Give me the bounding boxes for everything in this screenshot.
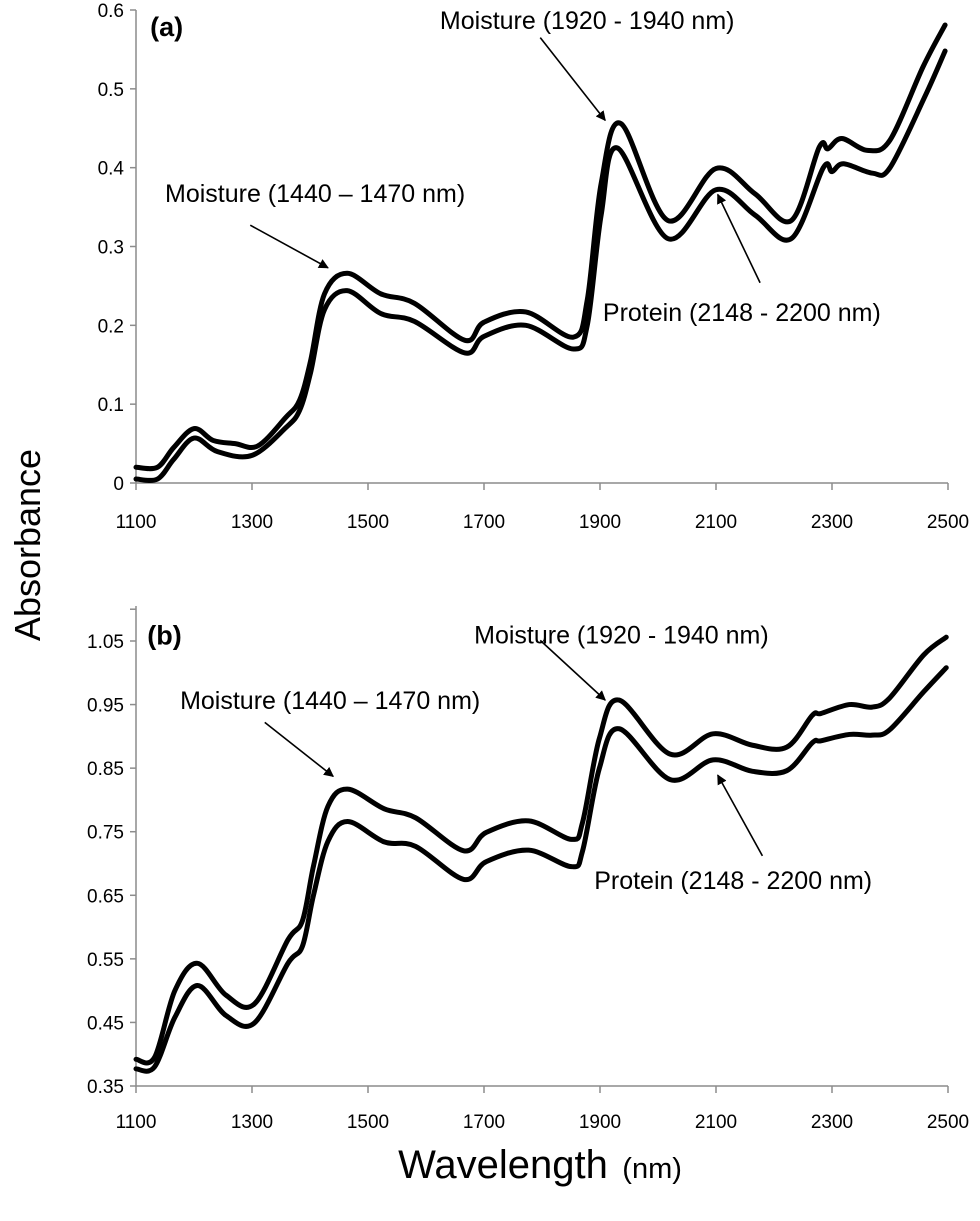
y-tick-label: 0.55 xyxy=(87,950,124,971)
x-axis-label: Wavelength (nm) xyxy=(398,1143,682,1187)
x-tick-label: 2100 xyxy=(695,512,737,533)
y-tick-label: 0.5 xyxy=(98,80,124,101)
y-tick-label: 0.75 xyxy=(87,823,124,844)
y-tick-label: 0 xyxy=(113,474,124,495)
annotation-arrow xyxy=(717,774,764,857)
y-tick-label: 0.6 xyxy=(98,1,124,22)
annotation-label: Moisture (1440 – 1470 nm) xyxy=(165,180,465,208)
spectrum-line-2 xyxy=(133,48,948,484)
y-tick-label: 0.95 xyxy=(87,696,124,717)
panel-label: (a) xyxy=(150,12,183,42)
spectrum-line-1 xyxy=(133,634,949,1066)
x-axis-unit: (nm) xyxy=(622,1153,682,1185)
y-tick-label: 0.35 xyxy=(87,1077,124,1098)
x-tick-label: 1900 xyxy=(579,1112,621,1133)
y-tick-label: 1.05 xyxy=(87,632,124,653)
y-axis-label: Absorbance xyxy=(7,449,48,641)
annotation-arrow xyxy=(264,721,334,778)
y-tick-label: 0.65 xyxy=(87,886,124,907)
x-tick-label: 1300 xyxy=(231,512,273,533)
x-tick-label: 2500 xyxy=(927,1112,969,1133)
spectrum-line-2 xyxy=(133,665,949,1074)
annotation-label: Protein (2148 - 2200 nm) xyxy=(594,867,872,895)
x-tick-label: 1900 xyxy=(579,512,621,533)
annotation-arrow xyxy=(249,224,329,269)
x-tick-label: 2300 xyxy=(811,512,853,533)
x-tick-label: 2500 xyxy=(927,512,969,533)
annotation-label: Moisture (1440 – 1470 nm) xyxy=(180,687,480,715)
y-tick-label: 0.2 xyxy=(98,316,124,337)
x-tick-label: 1500 xyxy=(347,512,389,533)
x-tick-label: 1500 xyxy=(347,1112,389,1133)
annotation-label: Moisture (1920 - 1940 nm) xyxy=(474,622,769,650)
y-tick-label: 0.85 xyxy=(87,759,124,780)
annotation-label: Protein (2148 - 2200 nm) xyxy=(603,299,881,327)
x-tick-label: 1700 xyxy=(463,1112,505,1133)
y-tick-label: 0.45 xyxy=(87,1013,124,1034)
x-tick-label: 1300 xyxy=(231,1112,273,1133)
spectrum-line-1 xyxy=(133,22,948,472)
annotation-arrow xyxy=(539,37,606,122)
y-tick-label: 0.3 xyxy=(98,238,124,259)
annotation-label: Moisture (1920 - 1940 nm) xyxy=(440,7,735,35)
panel-label: (b) xyxy=(147,621,181,651)
x-tick-label: 1700 xyxy=(463,512,505,533)
x-tick-label: 1100 xyxy=(116,512,157,533)
y-tick-label: 0.4 xyxy=(98,159,125,180)
x-tick-label: 1100 xyxy=(116,1112,157,1133)
y-tick-label: 0.1 xyxy=(98,395,124,416)
annotation-arrow xyxy=(717,193,761,284)
panel-a: 0 0.1 0.2 0.3 0.4 0.5 0.6 1100 1300 1500 1700 1900 2… xyxy=(98,1,970,533)
x-tick-label: 2100 xyxy=(695,1112,737,1133)
x-tick-label: 2300 xyxy=(811,1112,853,1133)
annotation-arrow xyxy=(539,639,606,701)
panel-b: 0.35 0.45 0.55 0.65 0.75 0.85 0.95 1.05 1100 1300… xyxy=(87,606,969,1133)
x-axis-label-text: Wavelength xyxy=(398,1143,608,1187)
